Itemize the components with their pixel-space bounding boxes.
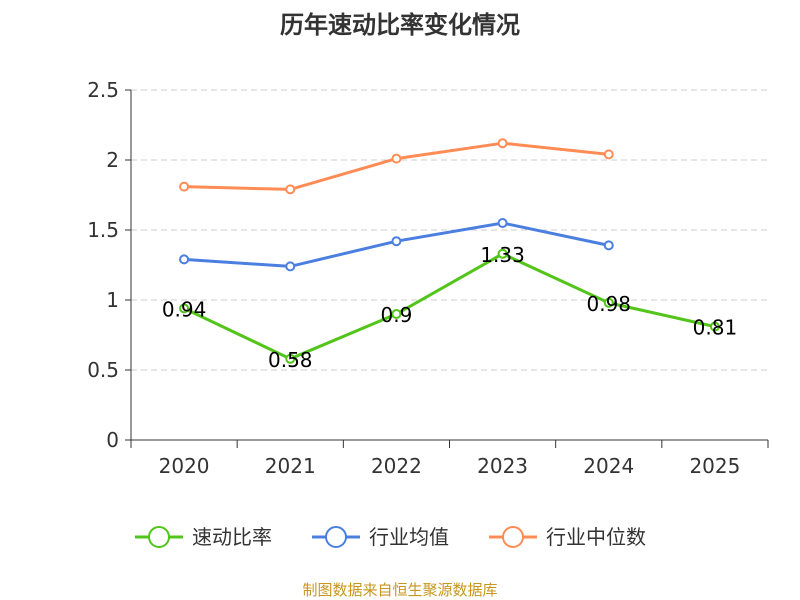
legend-label: 速动比率 bbox=[192, 525, 272, 549]
data-point bbox=[709, 321, 720, 332]
legend-item[interactable]: 行业中位数 bbox=[489, 525, 646, 549]
data-point bbox=[285, 353, 296, 364]
data-label: 0.58 bbox=[268, 348, 313, 372]
data-label: 1.33 bbox=[480, 243, 525, 267]
footer-source: 制图数据来自恒生聚源数据库 bbox=[302, 581, 497, 599]
legend-item[interactable]: 速动比率 bbox=[135, 525, 272, 549]
legend-item[interactable]: 行业均值 bbox=[312, 525, 449, 549]
data-label: 0.81 bbox=[693, 316, 738, 340]
legend-label: 行业均值 bbox=[369, 525, 449, 549]
data-label: 0.98 bbox=[586, 292, 631, 316]
data-point bbox=[179, 254, 190, 265]
data-point bbox=[603, 240, 614, 251]
x-tick-label: 2021 bbox=[265, 454, 316, 478]
data-point bbox=[179, 303, 190, 314]
data-point bbox=[603, 149, 614, 160]
data-point bbox=[603, 297, 614, 308]
data-point bbox=[497, 218, 508, 228]
x-tick-label: 2024 bbox=[583, 454, 634, 478]
legend-circle-icon bbox=[148, 526, 170, 548]
series-line-2 bbox=[184, 141, 609, 191]
data-point bbox=[391, 309, 402, 319]
chart-title: 历年速动比率变化情况 bbox=[280, 11, 520, 39]
y-tick-label: 0 bbox=[106, 428, 119, 452]
y-tick-label: 0.5 bbox=[87, 358, 119, 382]
data-label: 0.9 bbox=[381, 303, 413, 327]
legend-circle-icon bbox=[325, 526, 347, 548]
data-point bbox=[285, 184, 296, 195]
data-point bbox=[285, 261, 296, 272]
y-tick-label: 1.5 bbox=[87, 218, 119, 242]
y-tick-label: 1 bbox=[106, 288, 119, 312]
x-tick-label: 2022 bbox=[371, 454, 422, 478]
y-tick-label: 2 bbox=[106, 148, 119, 172]
legend-label: 行业中位数 bbox=[546, 525, 646, 549]
data-label: 0.94 bbox=[162, 297, 207, 321]
data-point bbox=[497, 248, 508, 259]
data-point bbox=[497, 138, 508, 149]
legend-circle-icon bbox=[502, 526, 524, 548]
x-tick-label: 2023 bbox=[477, 454, 528, 478]
x-tick-label: 2020 bbox=[159, 454, 210, 478]
data-point bbox=[391, 153, 402, 164]
x-tick-label: 2025 bbox=[689, 454, 740, 478]
y-tick-label: 2.5 bbox=[87, 78, 119, 102]
data-point bbox=[179, 181, 190, 192]
data-point bbox=[391, 236, 402, 247]
series-line-0 bbox=[183, 252, 716, 361]
